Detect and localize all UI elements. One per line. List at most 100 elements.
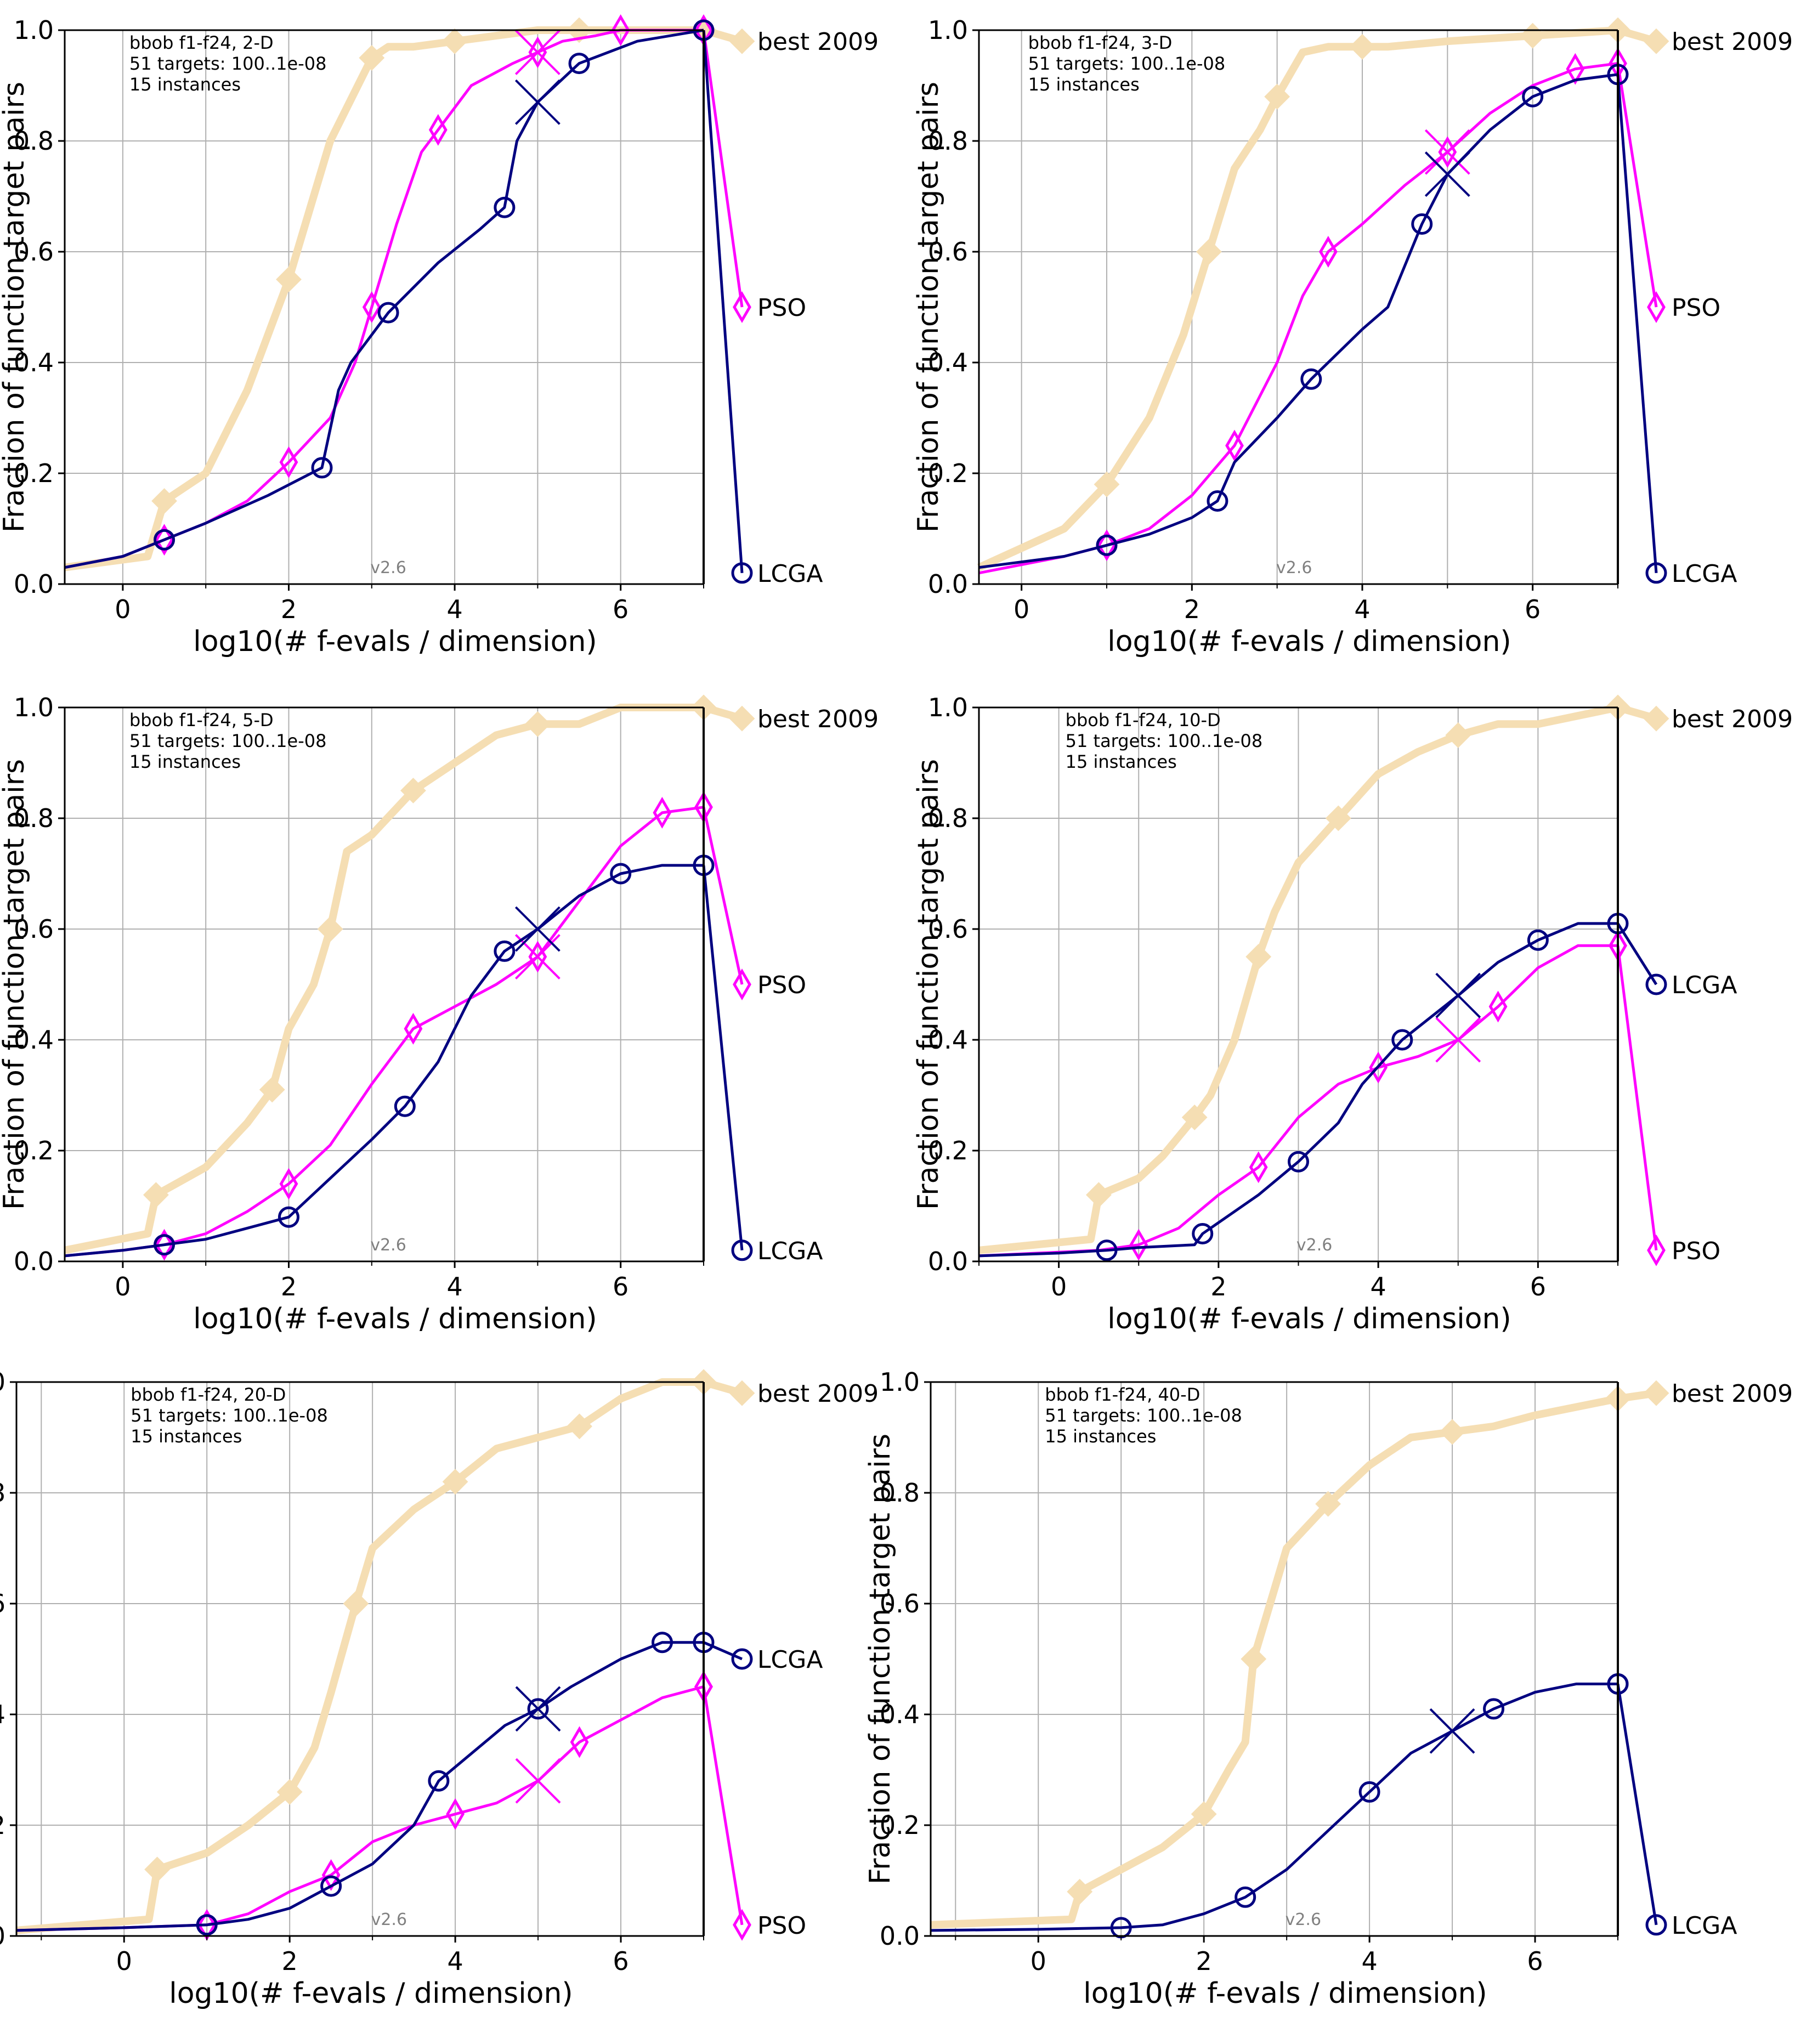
x-tick-label: 4 [1354, 594, 1370, 624]
y-tick-label: 1.0 [928, 693, 968, 722]
series-drop-line [702, 1686, 744, 1926]
y-tick-label: 0.4 [0, 1700, 5, 1729]
y-tick-label: 0.0 [0, 1921, 5, 1951]
series-point [568, 53, 590, 75]
panel-6: best 2009 LCGA 0.0 0.2 0.4 0.6 0.8 1.0 0 2 4 6 log10… [864, 1367, 1793, 2010]
x-axis-label: log10(# f-evals / dimension) [193, 625, 597, 658]
series-point [652, 1632, 673, 1654]
y-tick-label: 0.6 [928, 237, 968, 267]
x-tick-label: 4 [1370, 1272, 1386, 1301]
series-point [441, 28, 468, 54]
y-tick-label: 0.4 [14, 348, 54, 377]
panel-targets: 51 targets: 100..1e-08 [1028, 53, 1226, 74]
series-point [442, 1469, 468, 1495]
series-line-pso [978, 62, 1618, 575]
series-point [1315, 1491, 1341, 1517]
budget-cross [514, 29, 560, 75]
series-point [317, 916, 343, 942]
series-point [1369, 1051, 1388, 1084]
series-point [1086, 1182, 1112, 1208]
budget-cross [1435, 1017, 1481, 1063]
x-axis-label: log10(# f-evals / dimension) [1107, 625, 1511, 658]
x-axis-label: log10(# f-evals / dimension) [193, 1303, 597, 1335]
y-axis-label: Fraction of function,target pairs [0, 82, 31, 533]
series-label: PSO [1672, 294, 1720, 322]
series-point [1096, 534, 1118, 556]
series-point [155, 524, 174, 556]
series-point [1225, 429, 1244, 462]
panel-title: bbob f1-f24, 20-D [131, 1384, 286, 1405]
series-label: LCGA [757, 560, 823, 588]
series-drop-line [702, 807, 744, 985]
series-label: LCGA [1672, 1912, 1737, 1940]
x-tick-label: 6 [1527, 1946, 1543, 1976]
series-point [155, 1228, 174, 1261]
x-tick-label: 0 [116, 1946, 132, 1976]
series-point [729, 1380, 755, 1406]
x-tick-label: 0 [115, 1272, 131, 1301]
series-point [1566, 53, 1585, 85]
series-point [570, 1726, 589, 1758]
version-stamp: v2.6 [1296, 1236, 1332, 1255]
series-point [1522, 86, 1544, 107]
series-drop-line [1616, 945, 1658, 1251]
series-point [343, 1590, 369, 1617]
series-point [1643, 28, 1669, 54]
panel-title: bbob f1-f24, 40-D [1045, 1384, 1200, 1405]
series-point [1647, 291, 1666, 323]
panel-targets: 51 targets: 100..1e-08 [129, 731, 327, 751]
budget-cross [514, 79, 560, 125]
series-point [144, 1856, 171, 1883]
version-stamp: v2.6 [1286, 1910, 1321, 1929]
y-tick-label: 0.6 [880, 1589, 920, 1618]
x-tick-label: 4 [447, 1946, 463, 1976]
series-point [1318, 236, 1338, 268]
x-tick-label: 6 [1525, 594, 1541, 624]
series-point [1439, 1419, 1465, 1445]
series-drop-line [1616, 922, 1658, 986]
y-tick-label: 0.0 [928, 569, 968, 599]
x-tick-label: 2 [282, 1946, 298, 1976]
panel-instances: 15 instances [129, 751, 241, 772]
panel-title: bbob f1-f24, 5-D [129, 710, 274, 731]
series-label: best 2009 [1672, 1380, 1793, 1408]
series-label: PSO [757, 294, 806, 322]
series-point [1391, 1029, 1413, 1051]
y-tick-label: 0.4 [928, 348, 968, 377]
series-point [400, 778, 426, 803]
x-tick-label: 6 [613, 1272, 628, 1301]
series-point [1241, 1646, 1267, 1672]
series-point [446, 1798, 465, 1830]
panel-targets: 51 targets: 100..1e-08 [1045, 1405, 1242, 1426]
series-point [527, 1698, 549, 1720]
x-tick-label: 6 [1530, 1272, 1546, 1301]
y-tick-label: 0.2 [0, 1810, 5, 1840]
x-tick-label: 0 [1051, 1272, 1067, 1301]
series-drop-line [702, 30, 744, 308]
series-point [259, 1077, 285, 1103]
series-line-lcga [16, 1641, 704, 1932]
series-point [1288, 1151, 1309, 1173]
series-line-lcga [978, 922, 1618, 1258]
series-point [1235, 1886, 1256, 1908]
series-line-best-2009 [930, 1395, 1619, 1929]
series-line-pso [978, 944, 1618, 1258]
series-point [154, 529, 175, 551]
series-point [1207, 490, 1228, 512]
series-point [1527, 929, 1549, 951]
panel-targets: 51 targets: 100..1e-08 [129, 53, 327, 74]
budget-cross [1424, 129, 1470, 175]
version-stamp: v2.6 [370, 1236, 406, 1255]
series-point [154, 1234, 175, 1256]
series-point [1300, 368, 1322, 390]
series-point [279, 1168, 298, 1200]
x-tick-label: 0 [115, 594, 131, 624]
series-drop-line [1616, 1684, 1658, 1926]
budget-cross [1424, 151, 1470, 197]
panel-4: best 2009 PSO LCGA 0.0 0.2 0.4 0.6 0.8 1.0 0 2 4 6 lo… [912, 693, 1793, 1335]
x-tick-label: 2 [1196, 1946, 1212, 1976]
series-drop-line [702, 30, 744, 573]
budget-cross [515, 1758, 561, 1804]
y-tick-label: 0.4 [928, 1025, 968, 1055]
